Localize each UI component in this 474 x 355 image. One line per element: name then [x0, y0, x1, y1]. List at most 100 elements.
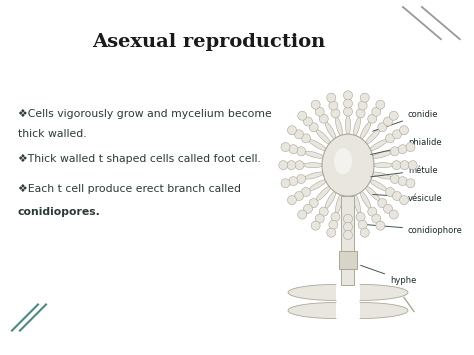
Circle shape — [297, 175, 306, 184]
Text: conidiopores.: conidiopores. — [18, 207, 101, 217]
Circle shape — [309, 198, 318, 208]
Circle shape — [360, 93, 369, 102]
Circle shape — [356, 109, 365, 118]
Circle shape — [368, 207, 377, 216]
Circle shape — [297, 147, 306, 156]
Circle shape — [311, 221, 320, 230]
Circle shape — [400, 126, 409, 135]
Ellipse shape — [372, 172, 392, 179]
Circle shape — [385, 187, 394, 196]
Circle shape — [392, 130, 401, 139]
Ellipse shape — [316, 130, 330, 144]
Ellipse shape — [336, 117, 343, 136]
Circle shape — [378, 123, 387, 132]
Circle shape — [398, 177, 407, 186]
Ellipse shape — [316, 186, 330, 201]
Bar — [341, 196, 355, 255]
Circle shape — [329, 101, 338, 110]
Circle shape — [372, 107, 381, 116]
Circle shape — [389, 111, 398, 120]
Circle shape — [383, 117, 392, 126]
Circle shape — [294, 130, 303, 139]
Bar — [339, 251, 357, 269]
Circle shape — [378, 198, 387, 208]
Circle shape — [301, 187, 310, 196]
Circle shape — [392, 191, 401, 201]
Ellipse shape — [354, 194, 361, 214]
Ellipse shape — [304, 172, 324, 179]
Circle shape — [389, 210, 398, 219]
Circle shape — [356, 212, 365, 222]
Ellipse shape — [354, 117, 361, 136]
Circle shape — [376, 100, 385, 109]
Text: vésicule: vésicule — [373, 194, 443, 203]
Ellipse shape — [373, 163, 393, 168]
Ellipse shape — [334, 148, 352, 174]
Circle shape — [303, 204, 312, 213]
Circle shape — [344, 230, 353, 240]
Ellipse shape — [309, 140, 327, 151]
Circle shape — [406, 143, 415, 152]
Circle shape — [315, 214, 324, 223]
Ellipse shape — [365, 130, 380, 144]
Text: ❖Cells vigorously grow and mycelium become: ❖Cells vigorously grow and mycelium beco… — [18, 109, 272, 119]
Circle shape — [398, 145, 407, 154]
Text: thick walled.: thick walled. — [18, 129, 87, 139]
Circle shape — [391, 147, 400, 156]
Circle shape — [281, 143, 290, 152]
Circle shape — [400, 196, 409, 204]
Circle shape — [406, 179, 415, 188]
Circle shape — [358, 101, 367, 110]
Circle shape — [319, 207, 328, 216]
Circle shape — [289, 145, 298, 154]
Circle shape — [289, 177, 298, 186]
Text: métule: métule — [371, 166, 438, 177]
Circle shape — [303, 117, 312, 126]
Text: hyphe: hyphe — [361, 265, 416, 285]
Ellipse shape — [304, 151, 324, 158]
Circle shape — [368, 114, 377, 123]
Ellipse shape — [325, 122, 336, 139]
Text: conidiophore: conidiophore — [365, 224, 463, 235]
Text: Asexual reproduction: Asexual reproduction — [92, 33, 325, 51]
Circle shape — [295, 161, 304, 170]
Circle shape — [376, 221, 385, 230]
Circle shape — [319, 114, 328, 123]
Circle shape — [287, 196, 296, 204]
Circle shape — [294, 191, 303, 201]
Ellipse shape — [372, 151, 392, 158]
Circle shape — [327, 228, 336, 237]
Ellipse shape — [336, 194, 343, 214]
Circle shape — [358, 220, 367, 229]
Circle shape — [329, 220, 338, 229]
Circle shape — [311, 100, 320, 109]
Circle shape — [331, 109, 340, 118]
Ellipse shape — [370, 180, 387, 191]
Circle shape — [400, 161, 409, 170]
Ellipse shape — [325, 191, 336, 209]
Circle shape — [298, 210, 307, 219]
Circle shape — [392, 161, 401, 170]
Circle shape — [331, 212, 340, 222]
Ellipse shape — [360, 122, 371, 139]
Circle shape — [287, 126, 296, 135]
Text: ❖Each t cell produce erect branch called: ❖Each t cell produce erect branch called — [18, 184, 241, 194]
Text: phialide: phialide — [371, 138, 442, 154]
Circle shape — [287, 161, 296, 170]
Ellipse shape — [346, 195, 350, 215]
Text: ❖Thick walled t shaped cells called foot cell.: ❖Thick walled t shaped cells called foot… — [18, 154, 261, 164]
Circle shape — [360, 228, 369, 237]
Ellipse shape — [309, 180, 327, 191]
Bar — [341, 269, 355, 285]
Ellipse shape — [303, 163, 323, 168]
Ellipse shape — [360, 191, 371, 209]
Circle shape — [344, 214, 353, 223]
Ellipse shape — [365, 186, 380, 201]
Circle shape — [298, 111, 307, 120]
Text: conidie: conidie — [373, 110, 438, 131]
Circle shape — [327, 93, 336, 102]
Ellipse shape — [322, 134, 374, 196]
Circle shape — [408, 161, 417, 170]
Circle shape — [281, 179, 290, 188]
Circle shape — [344, 222, 353, 231]
